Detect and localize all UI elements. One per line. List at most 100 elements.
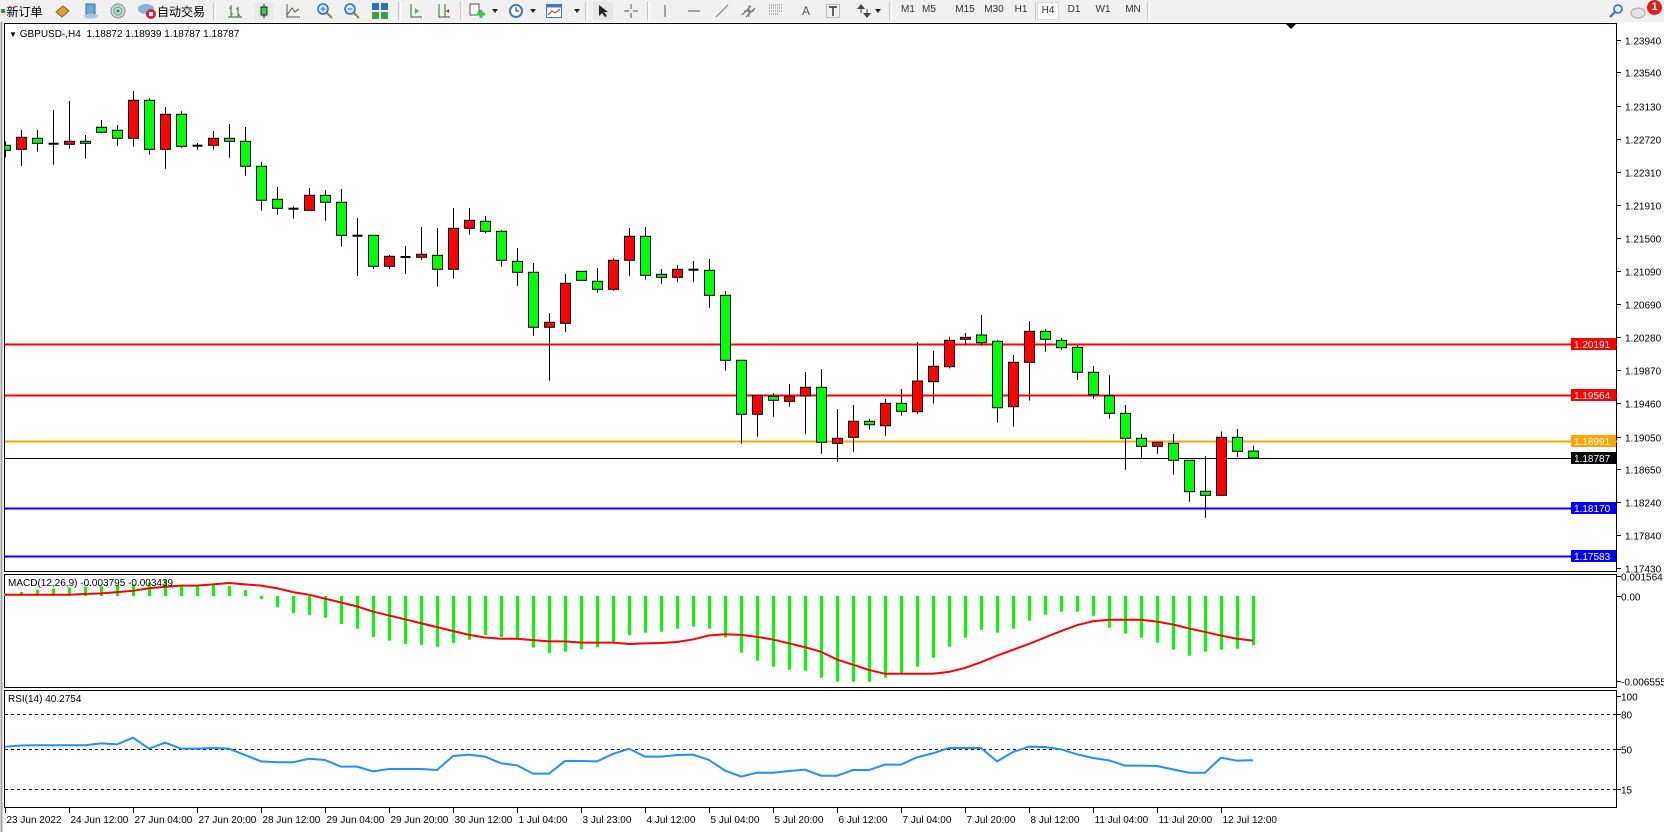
signals-button[interactable] bbox=[109, 2, 127, 20]
time-label: 6 Jul 12:00 bbox=[839, 815, 888, 826]
candle-body bbox=[1040, 330, 1051, 340]
cursor-button[interactable] bbox=[593, 2, 613, 20]
macd-histogram-bar bbox=[484, 596, 487, 636]
periods-dropdown[interactable] bbox=[530, 9, 536, 13]
arrows-dropdown[interactable] bbox=[875, 9, 881, 13]
macd-histogram-bar bbox=[292, 596, 295, 613]
timeframe-mn[interactable]: MN bbox=[1125, 4, 1141, 15]
crosshair-button[interactable] bbox=[622, 2, 640, 20]
horizontal-line-button[interactable] bbox=[685, 2, 703, 20]
timeframe-h1[interactable]: H1 bbox=[1014, 4, 1028, 15]
time-label: 5 Jul 04:00 bbox=[711, 815, 760, 826]
rsi-tick-label: 15 bbox=[1621, 786, 1633, 797]
candle-body bbox=[464, 219, 475, 229]
notification-badge: 1 bbox=[1647, 0, 1662, 15]
macd-histogram-bar bbox=[884, 596, 887, 678]
macd-histogram-bar bbox=[116, 585, 119, 596]
candle-body bbox=[1088, 371, 1099, 396]
market-watch-button[interactable] bbox=[53, 2, 71, 20]
candle bbox=[432, 228, 443, 287]
macd-histogram-bar bbox=[708, 596, 711, 629]
macd-histogram-bar bbox=[868, 596, 871, 682]
macd-signal-line bbox=[5, 582, 1254, 675]
toolbar-separator bbox=[460, 2, 463, 20]
search-button[interactable] bbox=[1607, 2, 1625, 20]
tile-windows-button[interactable] bbox=[371, 2, 389, 20]
timeframe-w1[interactable]: W1 bbox=[1095, 4, 1111, 15]
bar-chart-icon bbox=[228, 5, 242, 18]
chart-shift-button[interactable] bbox=[434, 2, 452, 20]
periods-button[interactable] bbox=[507, 2, 525, 20]
zoom-in-button[interactable] bbox=[316, 2, 334, 20]
arrows-button[interactable] bbox=[855, 2, 873, 20]
price-tick-label: 1.21090 bbox=[1625, 268, 1662, 279]
new-chart-dropdown[interactable] bbox=[492, 9, 498, 13]
candle-body bbox=[80, 140, 91, 144]
macd-histogram-bar bbox=[596, 596, 599, 648]
timeframe-m1[interactable]: M1 bbox=[901, 4, 915, 15]
chart-shift-marker[interactable] bbox=[1286, 24, 1296, 29]
trendline-icon bbox=[715, 4, 729, 18]
candle bbox=[800, 372, 811, 434]
timeframe-m15[interactable]: M15 bbox=[955, 4, 975, 15]
candle bbox=[96, 119, 107, 134]
candle-body bbox=[624, 235, 635, 261]
macd-histogram-bar bbox=[612, 596, 615, 643]
timeframe-d1[interactable]: D1 bbox=[1067, 4, 1081, 15]
macd-histogram-bar bbox=[980, 596, 983, 630]
new-order-button[interactable]: 新订单 bbox=[0, 2, 44, 20]
text-button[interactable]: A bbox=[801, 4, 810, 18]
auto-scroll-button[interactable] bbox=[406, 2, 424, 20]
rsi-tick-label: 100 bbox=[1621, 693, 1638, 704]
timeframe-m5[interactable]: M5 bbox=[922, 4, 936, 15]
template-button[interactable] bbox=[545, 2, 563, 20]
notifications-button[interactable] bbox=[1630, 2, 1646, 20]
candle bbox=[976, 315, 987, 346]
macd-histogram-bar bbox=[228, 586, 231, 596]
auto-scroll-icon bbox=[410, 4, 422, 18]
vertical-line-button[interactable] bbox=[656, 2, 674, 20]
toolbar-separator bbox=[1147, 2, 1150, 20]
candle bbox=[608, 258, 619, 291]
line-chart-button[interactable] bbox=[284, 2, 302, 20]
time-label: 27 Jun 04:00 bbox=[135, 815, 193, 826]
timeframe-m30[interactable]: M30 bbox=[984, 4, 1004, 15]
zoom-out-button[interactable] bbox=[343, 2, 361, 20]
candle bbox=[304, 188, 315, 211]
candle-body bbox=[1056, 339, 1067, 349]
line-chart-icon bbox=[286, 4, 300, 18]
macd-histogram-bar bbox=[452, 596, 455, 643]
time-label: 29 Jun 20:00 bbox=[391, 815, 449, 826]
candle-body bbox=[912, 380, 923, 413]
ohlc-values: 1.18872 1.18939 1.18787 1.18787 bbox=[86, 29, 240, 40]
bar-chart-button[interactable] bbox=[226, 2, 244, 20]
rsi-tick-label: 50 bbox=[1621, 746, 1633, 757]
macd-histogram-bar bbox=[276, 596, 279, 608]
chart-menu-triangle-icon[interactable]: ▼ bbox=[9, 30, 17, 39]
candle-body bbox=[512, 260, 523, 273]
macd-histogram-bar bbox=[340, 596, 343, 625]
macd-histogram-bar bbox=[436, 596, 439, 647]
auto-trading-button[interactable]: 自动交易 bbox=[134, 2, 208, 20]
candle-body bbox=[1168, 442, 1179, 461]
candle bbox=[288, 206, 299, 219]
timeframe-h4[interactable]: H4 bbox=[1037, 2, 1059, 20]
macd-histogram-bar bbox=[548, 596, 551, 653]
fibonacci-button[interactable] bbox=[767, 2, 785, 20]
equidistant-channel-button[interactable] bbox=[740, 2, 758, 20]
text-label-button[interactable] bbox=[824, 2, 842, 20]
template-dropdown[interactable] bbox=[574, 9, 580, 13]
macd-histogram-bar bbox=[68, 587, 71, 596]
candle-body bbox=[1216, 436, 1227, 496]
macd-histogram-bar bbox=[964, 596, 967, 638]
time-label: 3 Jul 23:00 bbox=[583, 815, 632, 826]
macd-histogram-bar bbox=[1140, 596, 1143, 638]
trendline-button[interactable] bbox=[713, 2, 731, 20]
new-chart-button[interactable] bbox=[468, 2, 486, 20]
candle-body bbox=[576, 270, 587, 281]
macd-histogram-bar bbox=[676, 596, 679, 629]
candle bbox=[144, 98, 155, 155]
candlestick-button[interactable] bbox=[255, 2, 273, 20]
navigator-button[interactable] bbox=[82, 2, 100, 20]
